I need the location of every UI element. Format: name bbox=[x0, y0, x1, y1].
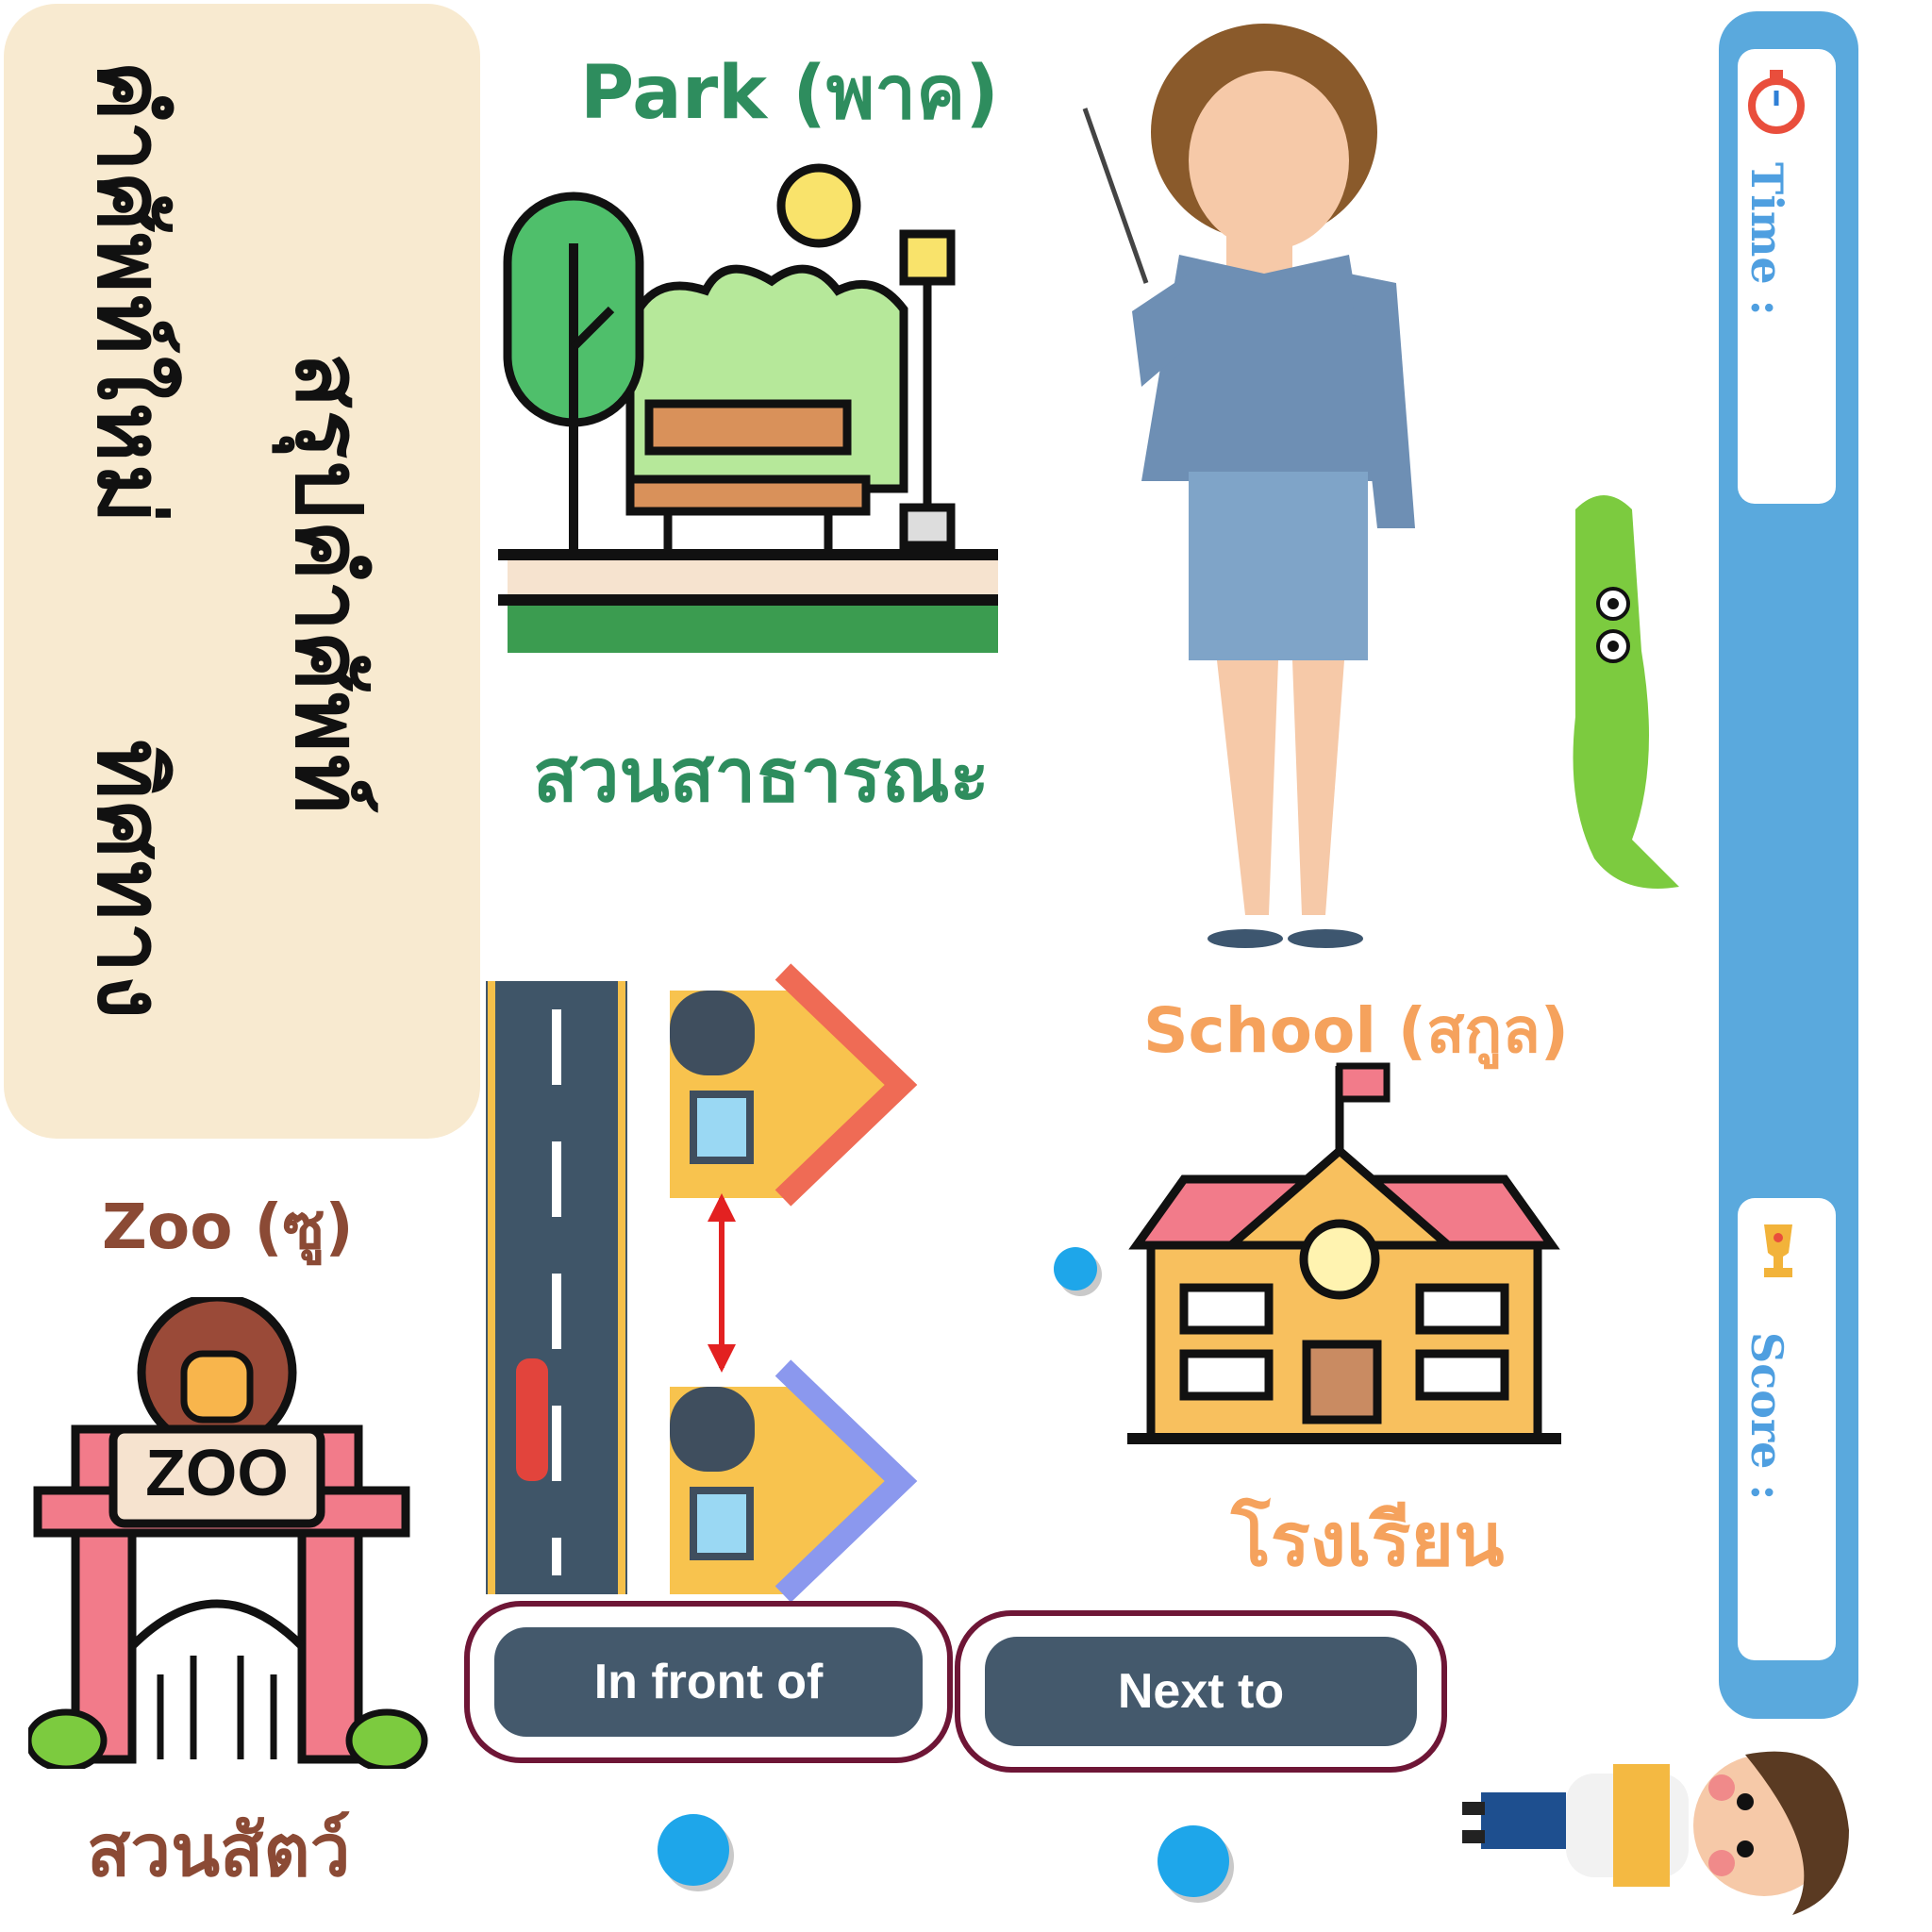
title-directions: ทิศทาง bbox=[77, 740, 183, 1022]
teacher-illustration bbox=[1082, 24, 1415, 948]
drop-dot-next-to[interactable] bbox=[1158, 1825, 1234, 1903]
answer-in-front-of-frame[interactable]: In front of bbox=[464, 1601, 953, 1763]
school-thai-label: โรงเรียน bbox=[1231, 1498, 1505, 1583]
drop-dot-in-front-of[interactable] bbox=[658, 1814, 734, 1891]
crocodile-illustration bbox=[1573, 495, 1679, 889]
drop-dot-school[interactable] bbox=[1054, 1247, 1102, 1296]
time-label: Time : bbox=[1741, 162, 1792, 316]
score-label: Score : bbox=[1741, 1332, 1792, 1501]
boy-character-illustration bbox=[1462, 1751, 1849, 1915]
zoo-sign-text: ZOO bbox=[145, 1436, 289, 1509]
zoo-english-label: Zoo (ซู) bbox=[102, 1191, 354, 1263]
trophy-icon bbox=[1764, 1224, 1792, 1277]
title-panel: คำศัพท์ใหม่ ทิศทาง สรุปคำศัพท์ bbox=[4, 4, 480, 1139]
park-thai-label: สวนสาธารณะ bbox=[533, 734, 990, 819]
answer-in-front-of-button[interactable]: In front of bbox=[494, 1627, 923, 1737]
zoo-illustration: ZOO bbox=[28, 1297, 428, 1769]
title-new-vocabulary: คำศัพท์ใหม่ bbox=[77, 60, 183, 526]
school-english-label: School (สกูล) bbox=[1143, 994, 1569, 1067]
road-houses-illustration bbox=[486, 963, 918, 1603]
answer-next-to-frame[interactable]: Next to bbox=[955, 1610, 1447, 1773]
answer-next-to-button[interactable]: Next to bbox=[985, 1637, 1417, 1746]
title-vocabulary-summary: สรุปคำศัพท์ bbox=[275, 353, 381, 816]
school-illustration bbox=[1127, 1062, 1561, 1444]
stopwatch-icon bbox=[1748, 70, 1805, 134]
zoo-thai-label: สวนสัตว์ bbox=[87, 1808, 351, 1892]
park-english-label: Park (พาค) bbox=[580, 51, 999, 136]
status-sidebar: Time : Score : bbox=[1719, 11, 1858, 1719]
park-illustration bbox=[498, 163, 998, 653]
